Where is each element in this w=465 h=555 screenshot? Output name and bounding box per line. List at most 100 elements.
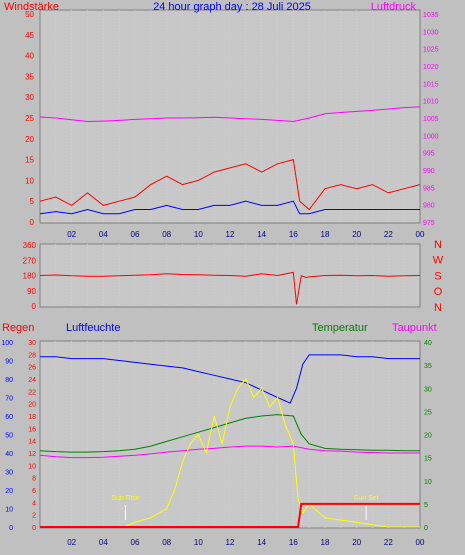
wind-tick-label: 15 xyxy=(25,156,34,165)
pressure-tick-label: 985 xyxy=(423,185,435,192)
temperature-tick-label: 30 xyxy=(424,386,432,393)
pressure-tick-label: 1015 xyxy=(423,81,439,88)
regen-tick-label: 70 xyxy=(5,396,13,403)
direction-line xyxy=(39,271,421,305)
grid-lines xyxy=(55,10,405,528)
x-tick-label: 12 xyxy=(226,538,235,547)
temperature-tick-label: 10 xyxy=(424,479,432,486)
feuchte-tick-label: 18 xyxy=(28,414,36,421)
climate-series xyxy=(39,354,420,528)
regen-tick-label: 10 xyxy=(5,507,13,514)
humidity-line xyxy=(40,354,420,404)
x-tick-label: 10 xyxy=(194,230,203,239)
wind-tick-label: 0 xyxy=(30,218,35,227)
x-tick-label: 12 xyxy=(226,230,235,239)
regen-tick-label: 100 xyxy=(1,340,13,347)
wind-tick-label: 30 xyxy=(25,93,34,102)
wind-tick-label: 45 xyxy=(25,31,34,40)
feuchte-tick-label: 16 xyxy=(28,426,36,433)
pressure-axis-label: Luftdruck xyxy=(371,1,417,13)
x-tick-label: 18 xyxy=(321,230,330,239)
x-tick-label: 06 xyxy=(131,230,140,239)
temperature-tick-label: 25 xyxy=(424,409,432,416)
regen-ticks: 0 10 20 30 40 50 60 70 80 90 100 xyxy=(1,340,13,532)
compass-label: W xyxy=(433,255,444,267)
wind-tick-label: 40 xyxy=(25,52,34,61)
x-tick-label: 16 xyxy=(289,538,298,547)
wind-tick-label: 5 xyxy=(30,197,35,206)
temperature-tick-label: 15 xyxy=(424,456,432,463)
dewpoint-line xyxy=(39,445,420,459)
regen-tick-label: 30 xyxy=(5,470,13,477)
x-tick-label: 20 xyxy=(352,230,361,239)
feuchte-tick-label: 14 xyxy=(28,439,36,446)
regen-tick-label: 90 xyxy=(5,359,13,366)
direction-ticks: 0 90 180 270 360 xyxy=(23,241,37,311)
x-tick-label: 08 xyxy=(162,230,171,239)
compass-label: O xyxy=(434,286,443,298)
pressure-tick-label: 975 xyxy=(423,220,435,227)
direction-tick-label: 270 xyxy=(23,256,37,265)
chart-title: 24 hour graph day : 28 Juli 2025 xyxy=(153,1,311,13)
x-tick-label: 10 xyxy=(194,538,203,547)
x-tick-label: 04 xyxy=(99,230,108,239)
pressure-tick-label: 1020 xyxy=(423,64,439,71)
x-tick-label: 20 xyxy=(352,538,361,547)
feuchte-tick-label: 30 xyxy=(28,340,36,347)
temperature-tick-label: 40 xyxy=(424,340,432,347)
x-tick-label: 02 xyxy=(67,230,76,239)
x-tick-label: 14 xyxy=(257,230,266,239)
x-tick-label: 16 xyxy=(289,230,298,239)
regen-tick-label: 40 xyxy=(5,451,13,458)
regen-label: Regen xyxy=(2,322,34,334)
regen-tick-label: 60 xyxy=(5,414,13,421)
wind-tick-label: 25 xyxy=(25,114,34,123)
pressure-tick-label: 995 xyxy=(423,151,435,158)
pressure-tick-label: 980 xyxy=(423,203,435,210)
feuchte-tick-label: 26 xyxy=(28,365,36,372)
pressure-tick-label: 1025 xyxy=(423,47,439,54)
direction-series xyxy=(39,271,421,305)
feuchte-tick-label: 8 xyxy=(32,476,36,483)
x-tick-label: 22 xyxy=(384,538,393,547)
wind-tick-label: 50 xyxy=(25,10,34,19)
x-tick-label: 22 xyxy=(384,230,393,239)
regen-tick-label: 20 xyxy=(5,488,13,495)
feuchte-tick-label: 10 xyxy=(28,463,36,470)
x-tick-label: 18 xyxy=(321,538,330,547)
sunset-label: Sun Set xyxy=(354,495,379,502)
taupunkt-label: Taupunkt xyxy=(392,322,437,334)
temperature-tick-label: 0 xyxy=(424,525,428,532)
wind-x-ticks: 02 04 06 08 10 12 14 16 18 20 22 00 xyxy=(67,230,425,239)
temperature-line xyxy=(39,414,420,453)
x-tick-label: 02 xyxy=(67,538,76,547)
wind-speed-line xyxy=(39,158,421,211)
pressure-tick-label: 1005 xyxy=(423,116,439,123)
feuchte-tick-label: 28 xyxy=(28,352,36,359)
pressure-tick-label: 1035 xyxy=(423,12,439,19)
pressure-line xyxy=(39,106,421,123)
wind-axis-label: Windstärke xyxy=(4,1,59,13)
wind-tick-label: 10 xyxy=(25,176,34,185)
x-tick-label: 14 xyxy=(257,538,266,547)
compass-label: S xyxy=(434,270,441,282)
x-tick-label: 08 xyxy=(162,538,171,547)
feuchte-tick-label: 0 xyxy=(32,525,36,532)
gust-line xyxy=(39,200,420,215)
feuchte-tick-label: 22 xyxy=(28,389,36,396)
feuchte-tick-label: 4 xyxy=(32,500,36,507)
climate-x-ticks: 02 04 06 08 10 12 14 16 18 20 22 00 xyxy=(67,538,425,547)
compass-label: N xyxy=(434,302,442,314)
feuchte-tick-label: 20 xyxy=(28,402,36,409)
wind-tick-label: 20 xyxy=(25,135,34,144)
sunrise-label: Sun Rise xyxy=(111,495,140,502)
direction-tick-label: 0 xyxy=(32,302,37,311)
temperatur-label: Temperatur xyxy=(312,322,368,334)
x-tick-label: 00 xyxy=(416,538,425,547)
wind-ticks: 0 5 10 15 20 25 30 35 40 45 50 xyxy=(25,10,34,227)
wind-tick-label: 35 xyxy=(25,72,34,81)
luftfeuchte-label: Luftfeuchte xyxy=(66,322,120,334)
temperature-tick-label: 5 xyxy=(424,502,428,509)
